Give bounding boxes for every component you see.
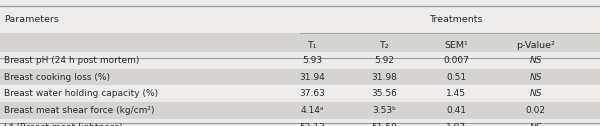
- Text: NS: NS: [530, 73, 542, 82]
- Text: 51.50: 51.50: [371, 123, 397, 126]
- Text: 3.53ᵇ: 3.53ᵇ: [372, 106, 396, 115]
- Text: 35.56: 35.56: [371, 89, 397, 98]
- Text: Breast water holding capacity (%): Breast water holding capacity (%): [4, 89, 158, 98]
- Text: T₁: T₁: [307, 41, 317, 50]
- Text: 1.45: 1.45: [446, 89, 466, 98]
- Bar: [0, 52, 600, 69]
- Bar: [0, 33, 600, 58]
- Text: 37.63: 37.63: [299, 89, 325, 98]
- Text: 5.93: 5.93: [302, 56, 322, 65]
- Text: T₂: T₂: [379, 41, 389, 50]
- Text: NS: NS: [530, 56, 542, 65]
- Text: 5.92: 5.92: [374, 56, 394, 65]
- Bar: [0, 69, 600, 85]
- Text: Breast pH (24 h post mortem): Breast pH (24 h post mortem): [4, 56, 140, 65]
- Text: p-Value²: p-Value²: [517, 41, 555, 50]
- Text: Breast meat shear force (kg/cm²): Breast meat shear force (kg/cm²): [4, 106, 155, 115]
- Text: 0.51: 0.51: [446, 73, 466, 82]
- Bar: [0, 102, 600, 119]
- Text: 4.14ᵃ: 4.14ᵃ: [300, 106, 324, 115]
- Bar: [0, 119, 600, 126]
- Text: Parameters: Parameters: [4, 15, 59, 24]
- Text: 31.94: 31.94: [299, 73, 325, 82]
- Text: 0.02: 0.02: [526, 106, 546, 115]
- Text: 0.007: 0.007: [443, 56, 469, 65]
- Text: Breast cooking loss (%): Breast cooking loss (%): [4, 73, 110, 82]
- Text: NS: NS: [530, 123, 542, 126]
- Text: SEM¹: SEM¹: [444, 41, 468, 50]
- Text: NS: NS: [530, 89, 542, 98]
- Text: Treatments: Treatments: [429, 15, 483, 24]
- Text: 52.13: 52.13: [299, 123, 325, 126]
- Text: 31.98: 31.98: [371, 73, 397, 82]
- Bar: [0, 85, 600, 102]
- Text: 1.97: 1.97: [446, 123, 466, 126]
- Text: 0.41: 0.41: [446, 106, 466, 115]
- Text: L* (Breast meat lightness): L* (Breast meat lightness): [4, 123, 123, 126]
